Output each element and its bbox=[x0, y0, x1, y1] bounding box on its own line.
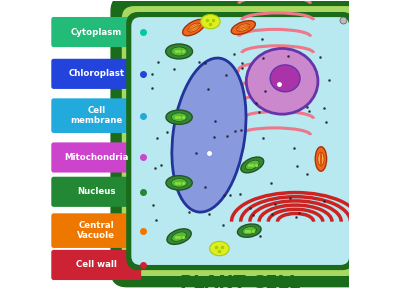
FancyBboxPatch shape bbox=[51, 213, 141, 248]
Ellipse shape bbox=[166, 176, 192, 190]
Ellipse shape bbox=[188, 23, 200, 32]
Ellipse shape bbox=[241, 157, 264, 173]
FancyBboxPatch shape bbox=[131, 17, 349, 265]
Text: Cytoplasm: Cytoplasm bbox=[71, 28, 122, 37]
FancyBboxPatch shape bbox=[110, 0, 370, 287]
Ellipse shape bbox=[171, 113, 187, 122]
Ellipse shape bbox=[166, 110, 192, 124]
Ellipse shape bbox=[210, 242, 229, 256]
Ellipse shape bbox=[238, 224, 261, 237]
Ellipse shape bbox=[172, 58, 246, 212]
FancyBboxPatch shape bbox=[128, 14, 353, 269]
Ellipse shape bbox=[315, 147, 327, 171]
FancyBboxPatch shape bbox=[51, 177, 141, 207]
Ellipse shape bbox=[231, 21, 255, 34]
Ellipse shape bbox=[318, 152, 324, 166]
FancyBboxPatch shape bbox=[122, 6, 359, 276]
Ellipse shape bbox=[172, 232, 186, 241]
FancyBboxPatch shape bbox=[51, 250, 141, 280]
Text: Mitochondria: Mitochondria bbox=[64, 153, 128, 162]
Ellipse shape bbox=[171, 47, 187, 56]
FancyBboxPatch shape bbox=[51, 17, 141, 47]
FancyBboxPatch shape bbox=[51, 142, 141, 172]
Text: Cell wall: Cell wall bbox=[76, 260, 117, 269]
Text: PLANT CELL: PLANT CELL bbox=[180, 274, 300, 292]
Text: Chloroplast: Chloroplast bbox=[68, 69, 124, 78]
Text: Cell
membrane: Cell membrane bbox=[70, 106, 122, 125]
Ellipse shape bbox=[166, 44, 192, 59]
Ellipse shape bbox=[237, 24, 250, 32]
Ellipse shape bbox=[201, 14, 220, 29]
Ellipse shape bbox=[242, 226, 256, 235]
Text: Central
Vacuole: Central Vacuole bbox=[77, 221, 115, 240]
FancyBboxPatch shape bbox=[51, 98, 141, 133]
Ellipse shape bbox=[245, 160, 259, 170]
Ellipse shape bbox=[167, 229, 191, 244]
Text: Nucleus: Nucleus bbox=[77, 187, 116, 196]
FancyBboxPatch shape bbox=[51, 59, 141, 89]
Ellipse shape bbox=[246, 49, 318, 114]
Ellipse shape bbox=[171, 178, 187, 187]
Ellipse shape bbox=[183, 20, 206, 36]
Ellipse shape bbox=[270, 65, 300, 92]
